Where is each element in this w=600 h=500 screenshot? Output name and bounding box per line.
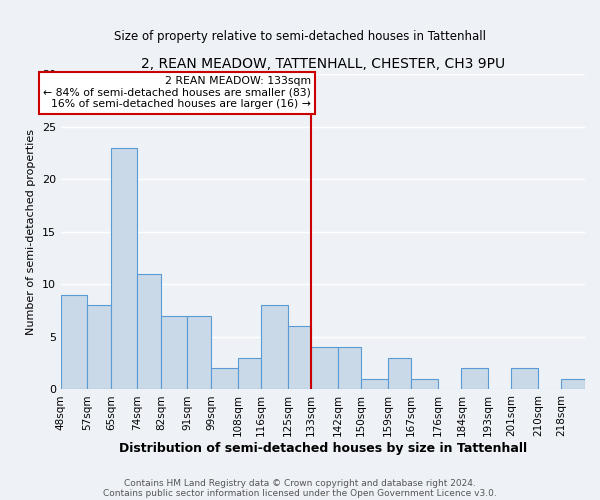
Bar xyxy=(287,326,311,390)
Bar xyxy=(511,368,538,390)
Bar xyxy=(211,368,238,390)
Title: 2, REAN MEADOW, TATTENHALL, CHESTER, CH3 9PU: 2, REAN MEADOW, TATTENHALL, CHESTER, CH3… xyxy=(141,58,505,71)
Y-axis label: Number of semi-detached properties: Number of semi-detached properties xyxy=(26,129,36,335)
Bar xyxy=(187,316,211,390)
Bar xyxy=(238,358,261,390)
Bar xyxy=(411,379,438,390)
Bar xyxy=(261,306,287,390)
Bar xyxy=(61,295,88,390)
Text: 2 REAN MEADOW: 133sqm
← 84% of semi-detached houses are smaller (83)
16% of semi: 2 REAN MEADOW: 133sqm ← 84% of semi-deta… xyxy=(43,76,311,110)
Bar xyxy=(461,368,488,390)
Text: Size of property relative to semi-detached houses in Tattenhall: Size of property relative to semi-detach… xyxy=(114,30,486,43)
Bar xyxy=(88,306,111,390)
Bar xyxy=(137,274,161,390)
X-axis label: Distribution of semi-detached houses by size in Tattenhall: Distribution of semi-detached houses by … xyxy=(119,442,527,455)
Bar xyxy=(562,379,585,390)
Bar xyxy=(111,148,137,390)
Bar xyxy=(388,358,411,390)
Text: Contains public sector information licensed under the Open Government Licence v3: Contains public sector information licen… xyxy=(103,488,497,498)
Bar xyxy=(361,379,388,390)
Text: Contains HM Land Registry data © Crown copyright and database right 2024.: Contains HM Land Registry data © Crown c… xyxy=(124,478,476,488)
Bar xyxy=(161,316,187,390)
Bar xyxy=(311,348,338,390)
Bar xyxy=(338,348,361,390)
